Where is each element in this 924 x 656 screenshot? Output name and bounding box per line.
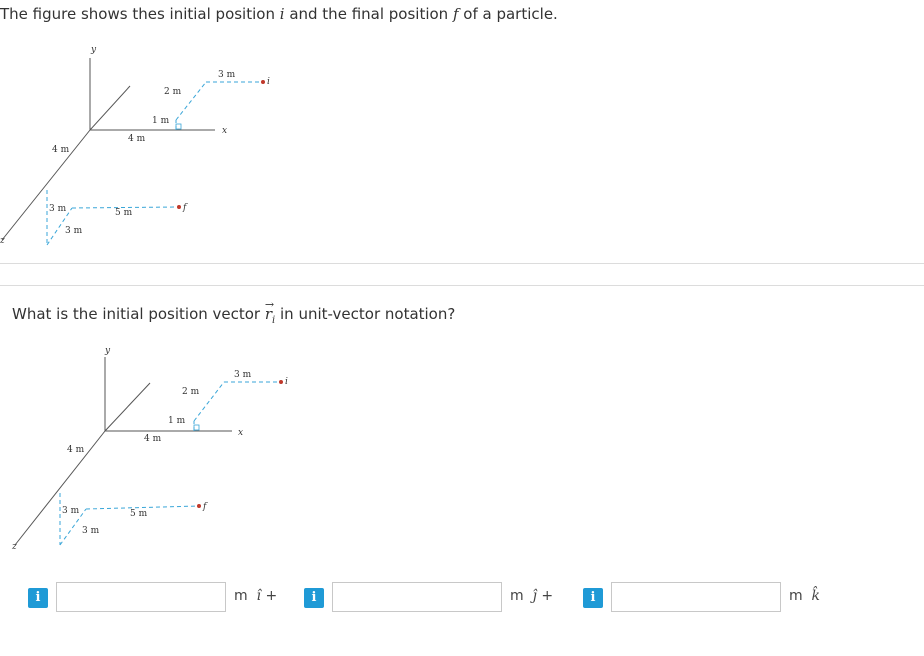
label-f-5m: 5 m (130, 509, 148, 519)
initial-path (193, 381, 280, 431)
intro-var-i: i (279, 5, 285, 23)
position-figure-top: y x z i 3 m 2 m 1 m 4 m f 4 m 3 m 3 m 5 … (0, 45, 270, 246)
x-suffix: + (261, 588, 278, 604)
label-i-4m: 4 m (144, 434, 162, 444)
point-i (279, 380, 283, 384)
vector-subscript: i (272, 315, 276, 326)
y-unit-label: m (510, 588, 524, 604)
axis-y-label: y (90, 45, 97, 55)
answer-row: i m î + i m ĵ + i m k̂ (0, 582, 924, 614)
vector-symbol: r (264, 305, 273, 323)
z-component-input[interactable] (611, 582, 781, 612)
j-hat-icon: ĵ (532, 588, 537, 604)
point-f (197, 504, 201, 508)
point-i-label: i (267, 77, 270, 87)
question-after: in unit-vector notation? (275, 305, 456, 323)
y-suffix: + (536, 588, 554, 604)
separator-bottom (0, 285, 924, 286)
question-before: What is the initial position vector (12, 305, 265, 323)
axis-x-label: x (222, 126, 227, 136)
label-i-4m: 4 m (128, 134, 146, 144)
intro-part1: The figure shows thes initial position (0, 5, 280, 23)
vector-arrow-icon: → (264, 298, 275, 311)
point-f-label: f (182, 203, 188, 213)
label-i-3m: 3 m (218, 70, 236, 80)
z-unit-label: m (789, 588, 803, 604)
label-f-3m-b: 3 m (65, 226, 83, 236)
info-button-x[interactable]: i (28, 588, 48, 608)
axis-ext (89, 85, 131, 131)
final-path (46, 190, 179, 246)
point-f-label: f (202, 502, 208, 512)
label-f-4m: 4 m (67, 445, 85, 455)
initial-path (175, 81, 262, 130)
intro-text: The figure shows thes initial position i… (0, 5, 558, 23)
label-f-5m: 5 m (115, 208, 133, 218)
label-f-4m: 4 m (52, 145, 70, 155)
axes (14, 357, 232, 546)
axes (1, 58, 215, 241)
label-f-3m-b: 3 m (82, 526, 100, 536)
z-axis (14, 430, 106, 546)
label-i-3m: 3 m (234, 370, 252, 380)
axis-x-label: x (238, 428, 243, 438)
point-f (177, 205, 181, 209)
label-f-3m-a: 3 m (49, 204, 67, 214)
label-i-2m: 2 m (182, 387, 200, 397)
x-unit-label: m (234, 588, 248, 604)
axis-y-label: y (104, 346, 111, 356)
intro-part3: of a particle. (458, 5, 558, 23)
info-button-z[interactable]: i (583, 588, 603, 608)
vector-r-i: → ri (264, 298, 276, 326)
intro-var-f: f (452, 5, 459, 23)
initial-corner-mark (175, 123, 182, 130)
label-i-1m: 1 m (168, 416, 186, 426)
label-i-2m: 2 m (164, 87, 182, 97)
intro-part2: and the final position (284, 5, 453, 23)
axis-ext (104, 382, 151, 432)
y-unit: m ĵ + (510, 588, 553, 604)
point-i (261, 80, 265, 84)
axis-z-label: z (11, 542, 17, 552)
x-component-input[interactable] (56, 582, 226, 612)
final-path (59, 493, 199, 546)
position-figure-bottom: y x z i 3 m 2 m 1 m 4 m f 4 m 3 m 3 m 5 … (11, 346, 288, 552)
axis-z-label: z (0, 236, 5, 246)
k-hat-icon: k̂ (811, 588, 821, 604)
initial-corner-mark (193, 424, 200, 431)
label-f-3m-a: 3 m (62, 506, 80, 516)
label-i-1m: 1 m (152, 116, 170, 126)
z-axis (1, 129, 91, 241)
x-unit: m î + (234, 588, 277, 604)
separator-top (0, 263, 924, 264)
y-component-input[interactable] (332, 582, 502, 612)
info-button-y[interactable]: i (304, 588, 324, 608)
point-i-label: i (285, 377, 288, 387)
i-hat-icon: î (256, 588, 262, 604)
z-unit: m k̂ (789, 588, 820, 604)
question-text: What is the initial position vector → ri … (12, 298, 456, 326)
